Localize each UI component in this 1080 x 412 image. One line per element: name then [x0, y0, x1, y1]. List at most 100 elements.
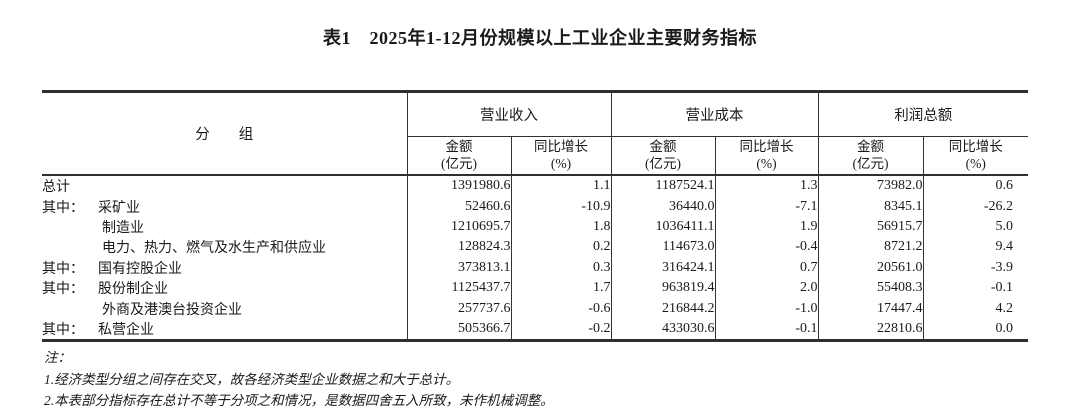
- cell-profit-amount: 73982.0: [818, 175, 924, 197]
- column-header-profit: 利润总额: [818, 91, 1028, 137]
- cell-profit-growth: 4.2: [995, 300, 1014, 316]
- cell-cost-growth: 0.7: [715, 257, 819, 278]
- table-row: 外商及港澳台投资企业 257737.6 -0.6 216844.2 -1.0 17447.…: [42, 298, 1028, 319]
- column-header-group: 分 组: [42, 91, 408, 176]
- cell-revenue-growth: 0.2: [511, 237, 612, 258]
- cell-revenue-growth: -10.9: [511, 196, 612, 217]
- subheader-line1: 金额: [857, 139, 884, 154]
- cell-cost-amount: 216844.2: [611, 298, 716, 319]
- cell-profit-amount: 20561.0: [818, 257, 924, 278]
- row-label-name: 私营企业: [98, 322, 154, 338]
- cell-profit-amount: 22810.6: [818, 318, 924, 341]
- cell-revenue-growth: 1.8: [511, 216, 612, 238]
- cell-revenue-amount: 257737.6: [407, 298, 512, 319]
- cell-cost-growth: -1.0: [715, 298, 819, 319]
- row-label-name: 制造业: [102, 220, 144, 236]
- cell-revenue-amount: 52460.6: [407, 196, 512, 217]
- column-header-cost: 营业成本: [611, 91, 819, 137]
- cell-profit-growth: -26.2: [983, 198, 1013, 214]
- cell-cost-growth: 2.0: [715, 277, 819, 299]
- cell-profit-growth: -3.9: [990, 259, 1013, 275]
- cell-profit-growth: 5.0: [995, 218, 1014, 234]
- cell-revenue-growth: 0.3: [511, 257, 612, 278]
- subheader-cost-amount: 金额 (亿元): [611, 136, 716, 176]
- row-label: 外商及港澳台投资企业: [42, 298, 408, 319]
- table-row: 电力、热力、燃气及水生产和供应业 128824.3 0.2 114673.0 -0.4 8…: [42, 237, 1028, 258]
- row-label-name: 总计: [42, 180, 70, 196]
- footnotes: 注： 1.经济类型分组之间存在交叉，故各经济类型企业数据之和大于总计。 2.本表…: [44, 347, 1080, 412]
- cell-cost-amount: 114673.0: [611, 237, 716, 258]
- cell-profit-growth: 0.6: [995, 178, 1014, 194]
- subheader-line2: (亿元): [645, 155, 681, 171]
- cell-revenue-growth: -0.2: [511, 318, 612, 341]
- financial-indicators-table: 分 组 营业收入 营业成本 利润总额 金额 (亿元) 同比增长 (%) 金额 (…: [42, 90, 1028, 343]
- cell-revenue-growth: 1.1: [511, 175, 612, 197]
- cell-cost-growth: -0.1: [715, 318, 819, 341]
- cell-profit-growth: -0.1: [990, 280, 1013, 296]
- row-label: 制造业: [42, 216, 408, 238]
- row-label: 其中： 国有控股企业: [42, 257, 408, 278]
- cell-profit-amount: 17447.4: [818, 298, 924, 319]
- cell-revenue-amount: 1391980.6: [407, 175, 512, 197]
- subheader-profit-amount: 金额 (亿元): [818, 136, 924, 176]
- table-row: 制造业 1210695.7 1.8 1036411.1 1.9 56915.7 5.0: [42, 216, 1028, 238]
- cell-cost-amount: 1187524.1: [611, 175, 716, 197]
- subheader-line1: 金额: [649, 139, 677, 154]
- row-label-name: 股份制企业: [98, 282, 168, 298]
- subheader-cost-growth: 同比增长 (%): [715, 136, 819, 176]
- cell-profit-amount: 8721.2: [818, 237, 924, 258]
- table-row: 其中： 股份制企业 1125437.7 1.7 963819.4 2.0 55408.3 -0…: [42, 277, 1028, 299]
- cell-revenue-amount: 1210695.7: [407, 216, 512, 238]
- cell-cost-growth: -0.4: [715, 237, 819, 258]
- subheader-line2: (%): [965, 155, 986, 171]
- cell-revenue-growth: 1.7: [511, 277, 612, 299]
- row-label-prefix: 其中：: [42, 282, 84, 298]
- subheader-line1: 同比增长: [739, 139, 794, 154]
- cell-profit-amount: 56915.7: [818, 216, 924, 238]
- row-label-prefix: 其中：: [42, 261, 84, 277]
- header-sub-row: 金额 (亿元) 同比增长 (%) 金额 (亿元) 同比增长 (%) 金额 (亿元…: [42, 136, 1028, 176]
- subheader-revenue-amount: 金额 (亿元): [407, 136, 512, 176]
- subheader-line2: (%): [550, 155, 572, 171]
- header-group-row: 分 组 营业收入 营业成本 利润总额: [42, 91, 1028, 176]
- cell-cost-amount: 316424.1: [611, 257, 716, 278]
- row-label: 其中： 股份制企业: [42, 277, 408, 299]
- cell-cost-amount: 1036411.1: [611, 216, 716, 238]
- subheader-line1: 同比增长: [948, 139, 1003, 154]
- cell-revenue-amount: 373813.1: [407, 257, 512, 278]
- cell-revenue-amount: 128824.3: [407, 237, 512, 258]
- row-label-prefix: 其中：: [42, 322, 84, 338]
- cell-profit-amount: 55408.3: [818, 277, 924, 299]
- subheader-profit-growth: 同比增长 (%): [923, 136, 1028, 176]
- row-label: 电力、热力、燃气及水生产和供应业: [42, 237, 408, 258]
- column-header-revenue: 营业收入: [407, 91, 612, 137]
- subheader-line2: (亿元): [852, 155, 889, 171]
- note-item-1: 1.经济类型分组之间存在交叉，故各经济类型企业数据之和大于总计。: [44, 371, 460, 387]
- subheader-line1: 同比增长: [534, 139, 588, 154]
- table-row: 其中： 私营企业 505366.7 -0.2 433030.6 -0.1 22810.6 0.…: [42, 318, 1028, 341]
- table-row: 总计 1391980.6 1.1 1187524.1 1.3 73982.0 0.6: [42, 175, 1028, 197]
- cell-cost-amount: 433030.6: [611, 318, 716, 341]
- cell-cost-growth: -7.1: [715, 196, 819, 217]
- row-label-name: 国有控股企业: [98, 261, 182, 277]
- table-row: 其中： 采矿业 52460.6 -10.9 36440.0 -7.1 8345.1 -26.2: [42, 196, 1028, 217]
- cell-revenue-amount: 505366.7: [407, 318, 512, 341]
- row-label: 其中： 采矿业: [42, 196, 408, 217]
- row-label-name: 采矿业: [98, 200, 140, 216]
- cell-profit-growth: 0.0: [995, 320, 1014, 336]
- subheader-revenue-growth: 同比增长 (%): [511, 136, 612, 176]
- table-row: 其中： 国有控股企业 373813.1 0.3 316424.1 0.7 20561.0 -3…: [42, 257, 1028, 278]
- cell-revenue-amount: 1125437.7: [407, 277, 512, 299]
- row-label-name: 外商及港澳台投资企业: [102, 302, 242, 318]
- cell-profit-growth: 9.4: [995, 239, 1014, 255]
- cell-revenue-growth: -0.6: [511, 298, 612, 319]
- row-label-name: 电力、热力、燃气及水生产和供应业: [102, 241, 326, 257]
- row-label: 总计: [42, 175, 408, 197]
- row-label: 其中： 私营企业: [42, 318, 408, 341]
- notes-heading: 注：: [44, 350, 71, 366]
- cell-cost-growth: 1.3: [715, 175, 819, 197]
- subheader-line2: (%): [756, 155, 777, 171]
- cell-profit-amount: 8345.1: [818, 196, 924, 217]
- row-label-prefix: 其中：: [42, 200, 84, 216]
- cell-cost-growth: 1.9: [715, 216, 819, 238]
